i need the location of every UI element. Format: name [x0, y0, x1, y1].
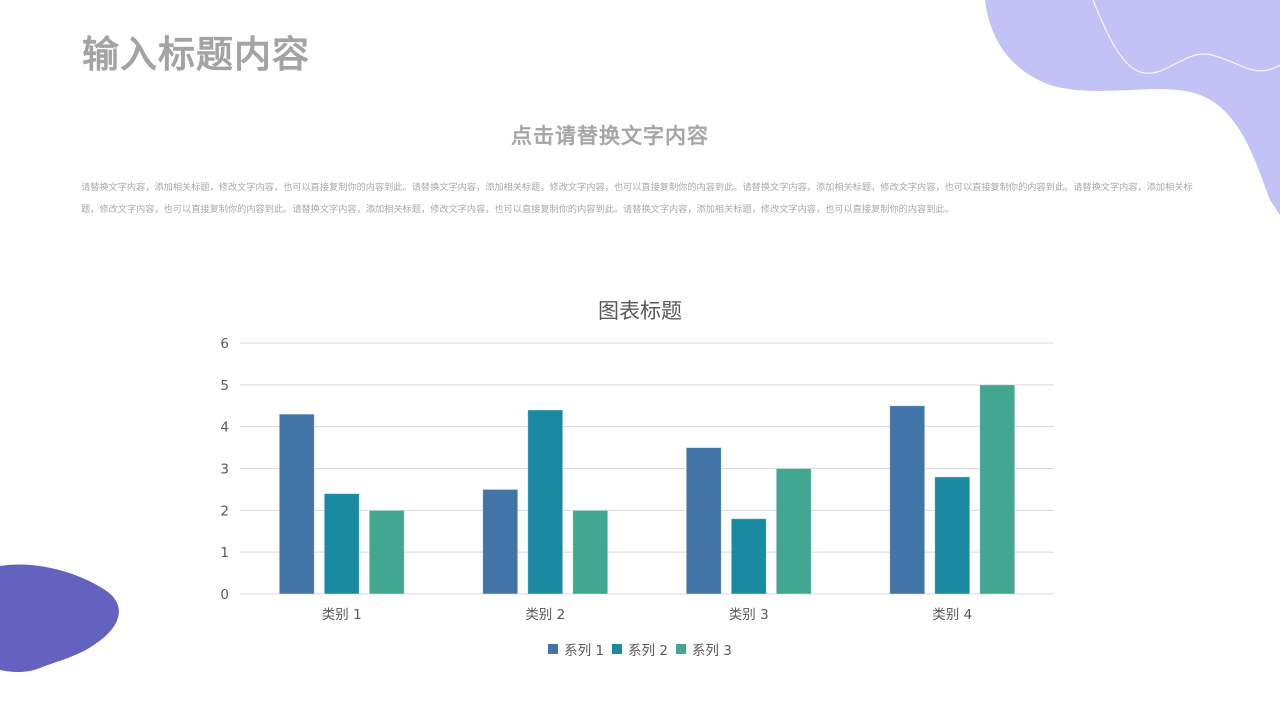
y-tick-label: 6 [220, 336, 229, 352]
legend-item: 系列 1 [548, 639, 604, 659]
bar [934, 476, 971, 595]
y-tick-label: 2 [220, 503, 229, 519]
legend-swatch-icon [675, 644, 686, 654]
legend-label: 系列 3 [691, 643, 732, 659]
page-title: 输入标题内容 [82, 33, 310, 76]
y-tick-label: 4 [220, 420, 229, 436]
y-tick-label: 3 [220, 462, 229, 478]
bar [889, 405, 926, 595]
y-tick-label: 0 [220, 587, 229, 603]
bar [730, 518, 767, 595]
legend-item: 系列 2 [612, 639, 668, 659]
x-tick-label: 类别 1 [322, 607, 362, 623]
chart-title: 图表标题 [598, 299, 682, 323]
chart-legend: 系列 1 系列 2 系列 3 [0, 639, 1280, 659]
legend-label: 系列 1 [564, 643, 605, 659]
legend-label: 系列 2 [628, 643, 668, 659]
bar [482, 489, 519, 595]
bar [527, 409, 564, 595]
bar [775, 468, 812, 595]
bar [368, 509, 405, 595]
body-text: 请替换文字内容，添加相关标题，修改文字内容，也可以直接复制你的内容到此。请替换文… [81, 182, 1193, 215]
bar [572, 509, 609, 595]
subtitle: 点击请替换文字内容 [511, 124, 709, 148]
x-tick-label: 类别 3 [729, 607, 769, 623]
y-tick-label: 1 [220, 545, 229, 561]
legend-swatch-icon [548, 644, 559, 654]
bar [685, 447, 722, 595]
bar [323, 493, 360, 595]
x-tick-label: 类别 4 [932, 607, 972, 623]
legend-swatch-icon [612, 644, 623, 654]
legend-item: 系列 3 [675, 639, 732, 659]
bar [979, 384, 1016, 595]
bar [278, 413, 315, 595]
y-tick-label: 5 [220, 378, 229, 394]
x-tick-label: 类别 2 [525, 607, 565, 623]
